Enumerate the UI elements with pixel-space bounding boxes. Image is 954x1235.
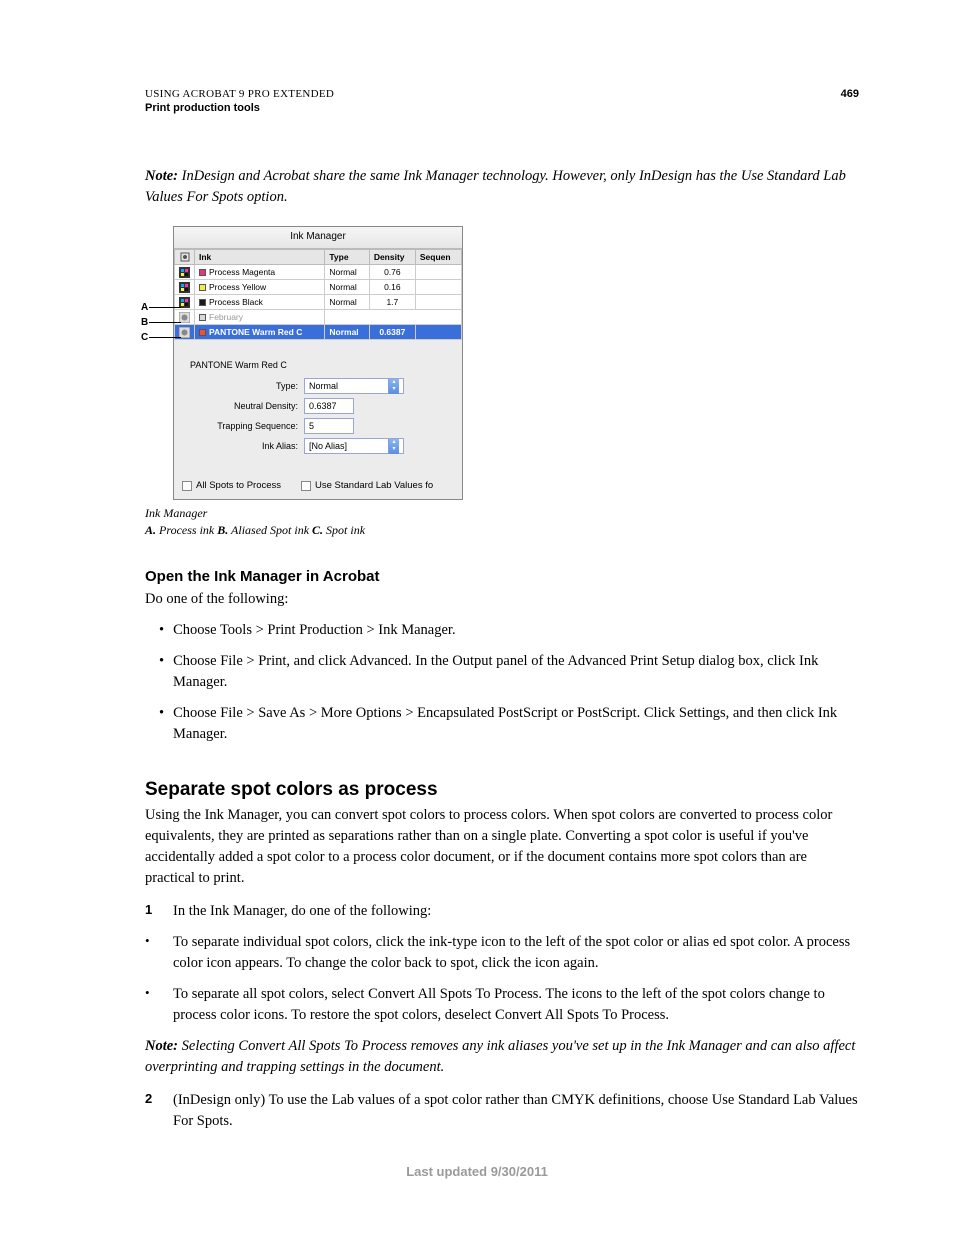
seq-label: Trapping Sequence: [184,421,304,431]
alias-select[interactable]: [No Alias] ▴▾ [304,438,404,454]
step-text: In the Ink Manager, do one of the follow… [173,903,431,919]
check-all-spots[interactable]: All Spots to Process [182,480,281,491]
subhead1-intro: Do one of the following: [145,589,859,610]
seq-value: 5 [309,421,314,431]
section-separate-spot: Separate spot colors as process [145,779,859,801]
ink-table: Ink Type Density Sequen Process MagentaN… [174,249,462,340]
step-num: 1 [145,901,152,920]
ink-name: Process Black [195,295,325,310]
ink-density: 0.6387 [369,325,415,340]
type-select[interactable]: Normal ▴▾ [304,378,404,394]
page-header: USING ACROBAT 9 PRO EXTENDED Print produ… [145,88,859,114]
step-sub: To separate all spot colors, select Conv… [145,984,859,1026]
ink-row[interactable]: Process MagentaNormal0.76 [175,265,462,280]
ink-type-icon[interactable] [175,265,195,280]
ink-seq [415,280,461,295]
ink-type: Normal [325,265,369,280]
note-1: Note: InDesign and Acrobat share the sam… [145,166,859,208]
density-input[interactable]: 0.6387 [304,398,354,414]
ink-seq [415,295,461,310]
ink-seq [415,325,461,340]
callout-c: C [141,332,148,343]
ink-seq [415,265,461,280]
ink-row[interactable]: Process YellowNormal0.16 [175,280,462,295]
ink-type: Normal [325,295,369,310]
step-2-list: 2 (InDesign only) To use the Lab values … [145,1090,859,1132]
check2-text: Use Standard Lab Values fo [315,480,433,491]
alias-value: [No Alias] [309,441,347,451]
header-product: USING ACROBAT 9 PRO EXTENDED [145,88,334,100]
callout-b: B [141,317,148,328]
bullets-1: Choose Tools > Print Production > Ink Ma… [145,620,859,745]
ink-manager-title: Ink Manager [174,227,462,249]
ink-name: PANTONE Warm Red C [195,325,325,340]
step-2: 2 (InDesign only) To use the Lab values … [145,1090,859,1132]
ink-alias-span [325,310,462,325]
stepper-icon: ▴▾ [388,439,399,454]
header-section: Print production tools [145,102,334,114]
note-2-text: Selecting Convert All Spots To Process r… [145,1038,855,1075]
ink-form: PANTONE Warm Red C Type: Normal ▴▾ Neutr… [174,340,462,468]
ink-density: 1.7 [369,295,415,310]
ink-name: February [195,310,325,325]
ink-name: Process Yellow [195,280,325,295]
col-density[interactable]: Density [369,250,415,265]
figure-key: A. Process ink B. Aliased Spot ink C. Sp… [145,523,859,538]
step-sub: To separate individual spot colors, clic… [145,932,859,974]
ink-manager-figure: A B C Ink Manager Ink Type Density Seque… [173,226,463,500]
check1-text: All Spots to Process [196,480,281,491]
footer-updated: Last updated 9/30/2011 [0,1164,954,1179]
type-label: Type: [184,381,304,391]
density-label: Neutral Density: [184,401,304,411]
ink-row[interactable]: PANTONE Warm Red CNormal0.6387 [175,325,462,340]
selected-ink-name: PANTONE Warm Red C [190,360,452,370]
bullet-item: Choose Tools > Print Production > Ink Ma… [145,620,859,641]
col-seq[interactable]: Sequen [415,250,461,265]
ink-type-icon[interactable] [175,280,195,295]
ink-manager-panel: Ink Manager Ink Type Density Sequen Proc… [173,226,463,500]
step-2-text: (InDesign only) To use the Lab values of… [173,1092,858,1129]
ink-type: Normal [325,280,369,295]
stepper-icon: ▴▾ [388,379,399,394]
ink-name: Process Magenta [195,265,325,280]
col-type[interactable]: Type [325,250,369,265]
note-2-prefix: Note: [145,1038,178,1054]
checkbox-icon [301,481,311,491]
figure-caption: Ink Manager [145,506,859,521]
ink-density: 0.76 [369,265,415,280]
type-value: Normal [309,381,338,391]
check-lab-values[interactable]: Use Standard Lab Values fo [301,480,433,491]
step-item: 1 In the Ink Manager, do one of the follo… [145,901,859,922]
step-2-num: 2 [145,1090,152,1109]
note-2: Note: Selecting Convert All Spots To Pro… [145,1036,859,1078]
callout-a: A [141,302,148,313]
subhead-open-ink-manager: Open the Ink Manager in Acrobat [145,568,859,585]
col-ink[interactable]: Ink [195,250,325,265]
section2-p: Using the Ink Manager, you can convert s… [145,805,859,889]
bullet-item: Choose File > Print, and click Advanced.… [145,651,859,693]
note-1-text: InDesign and Acrobat share the same Ink … [145,168,846,205]
seq-input[interactable]: 5 [304,418,354,434]
ink-type: Normal [325,325,369,340]
density-value: 0.6387 [309,401,337,411]
bullet-item: Choose File > Save As > More Options > E… [145,703,859,745]
col-icon [175,250,195,265]
alias-label: Ink Alias: [184,441,304,451]
ink-row[interactable]: February [175,310,462,325]
steps-list: 1 In the Ink Manager, do one of the follo… [145,901,859,1026]
ink-row[interactable]: Process BlackNormal1.7 [175,295,462,310]
ink-density: 0.16 [369,280,415,295]
page-number: 469 [841,88,859,100]
checkbox-icon [182,481,192,491]
note-1-prefix: Note: [145,168,178,184]
